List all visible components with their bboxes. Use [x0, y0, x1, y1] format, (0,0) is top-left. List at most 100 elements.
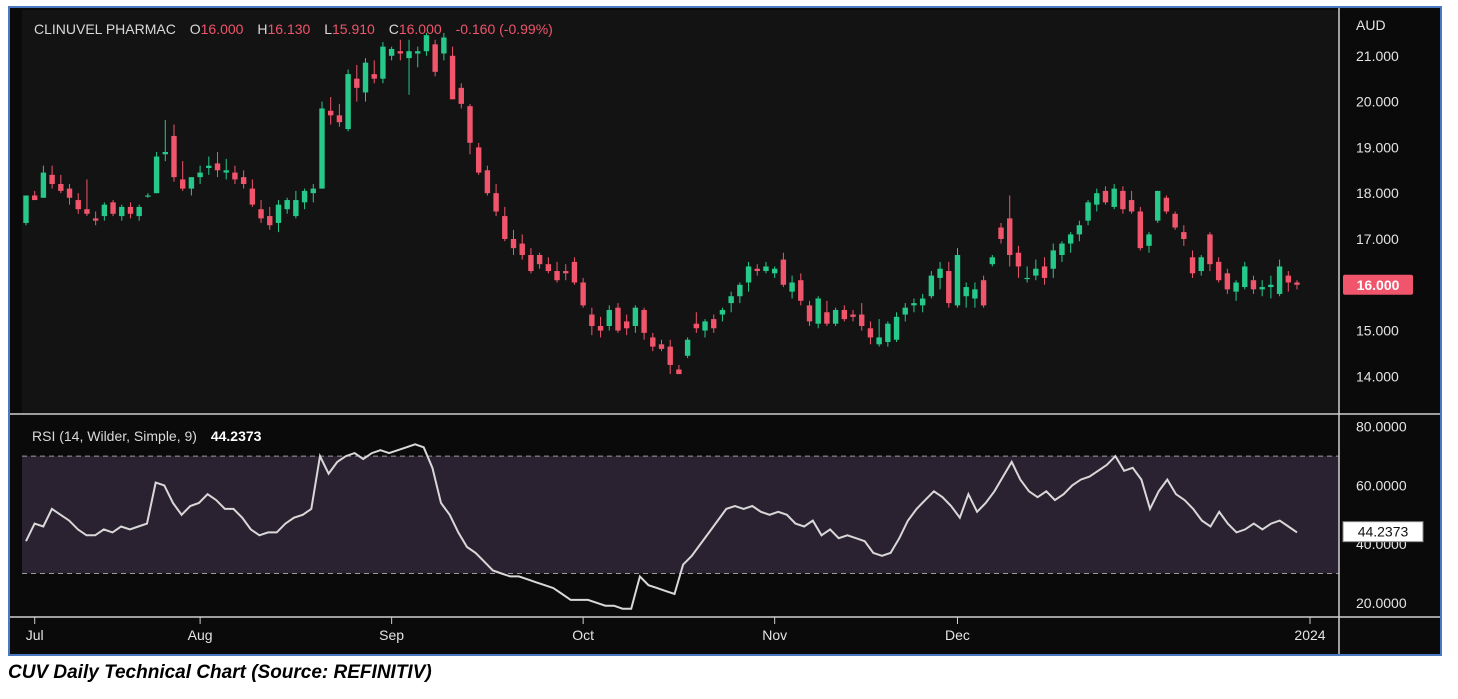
candle-body	[345, 74, 351, 130]
candle	[719, 307, 726, 322]
candle	[1128, 190, 1135, 214]
candle-body	[615, 307, 621, 331]
candle-body	[493, 193, 499, 212]
candle-body	[789, 282, 795, 292]
rsi-tick-label: 60.0000	[1356, 477, 1407, 493]
candle	[293, 190, 299, 219]
candle-body	[545, 264, 552, 272]
time-tick-label: Nov	[762, 627, 787, 643]
candle-body	[75, 200, 81, 210]
candle	[66, 184, 73, 205]
candle	[371, 60, 377, 84]
candle-body	[32, 195, 38, 201]
candle-body	[1233, 282, 1239, 292]
candle	[954, 248, 961, 308]
candle	[1198, 255, 1204, 276]
candle-body	[589, 314, 595, 326]
candle-body	[946, 271, 952, 304]
candle-body	[911, 303, 917, 306]
candle	[136, 204, 142, 221]
candle-body	[1198, 257, 1204, 272]
candle-body	[240, 177, 247, 185]
candle	[1050, 243, 1056, 278]
candle-body	[798, 280, 804, 301]
candle	[188, 177, 195, 196]
candle	[1155, 190, 1161, 223]
candle-body	[972, 289, 978, 299]
candle	[928, 271, 935, 299]
candle	[632, 305, 639, 333]
candle-body	[1137, 211, 1143, 249]
low-value: 15.910	[332, 21, 375, 37]
open-value: 16.000	[201, 21, 244, 37]
rsi-indicator-name: RSI (14, Wilder, Simple, 9)	[32, 428, 197, 444]
candle-body	[632, 307, 639, 326]
candle	[693, 312, 700, 333]
candle-body	[1111, 188, 1117, 207]
candle	[1207, 232, 1213, 272]
candle-body	[293, 200, 299, 217]
candle	[240, 170, 247, 189]
candle-body	[371, 74, 377, 79]
candle-body	[1128, 200, 1135, 212]
candle	[1285, 271, 1291, 292]
candle	[876, 319, 882, 347]
last-price-badge: 16.000	[1343, 274, 1413, 295]
candle	[145, 193, 151, 198]
rsi-value-label: 44.2373	[1358, 524, 1409, 540]
candle-body	[676, 369, 682, 375]
rsi-header-value: 44.2373	[211, 428, 262, 444]
candle	[1085, 200, 1091, 226]
candle-body	[1076, 225, 1083, 235]
symbol-name: CLINUVEL PHARMAC	[34, 21, 176, 37]
candle-body	[580, 282, 586, 306]
candle	[502, 206, 508, 242]
candle	[206, 156, 212, 175]
candle-body	[415, 51, 421, 54]
candle-body	[1094, 193, 1100, 205]
chart-canvas[interactable]: 21.000 20.000 19.000 18.000 17.000 16.000 15.0…	[10, 8, 1440, 654]
candle-body	[928, 275, 935, 297]
candle-body	[563, 271, 569, 274]
candle-body	[1085, 202, 1091, 221]
high-key: H	[257, 21, 267, 37]
candle	[737, 282, 743, 304]
candle-body	[136, 206, 142, 217]
candle	[197, 165, 203, 185]
candle	[1007, 195, 1013, 267]
candle	[902, 303, 908, 322]
candle-body	[780, 259, 787, 285]
candle-body	[449, 55, 456, 100]
candle	[1276, 259, 1283, 297]
candle	[1250, 275, 1257, 294]
candle	[101, 202, 108, 221]
candle	[1242, 261, 1248, 290]
candle-body	[206, 165, 212, 168]
candle-body	[641, 309, 647, 333]
candle-body	[502, 216, 508, 239]
candle-body	[432, 44, 438, 72]
candle-body	[101, 204, 108, 217]
candle	[1268, 275, 1274, 299]
candle-body	[763, 266, 769, 272]
time-tick-label: Dec	[945, 627, 970, 643]
ohlc-header: CLINUVEL PHARMAC O16.000 H16.130 L15.910…	[34, 21, 553, 37]
candle	[571, 257, 578, 285]
candle	[153, 151, 160, 194]
price-tick-label: 20.000	[1356, 94, 1399, 110]
candle	[275, 200, 282, 233]
candle-body	[771, 268, 778, 274]
candle	[467, 103, 473, 155]
candle	[641, 307, 647, 340]
candle	[1294, 280, 1300, 290]
candle	[806, 300, 813, 326]
candle	[232, 165, 238, 185]
candle-body	[1268, 284, 1274, 288]
candle-body	[998, 227, 1004, 239]
candles-layer	[23, 32, 1300, 375]
candle	[1163, 195, 1170, 214]
open-key: O	[190, 21, 201, 37]
candle	[1181, 225, 1187, 246]
candle	[563, 264, 569, 281]
